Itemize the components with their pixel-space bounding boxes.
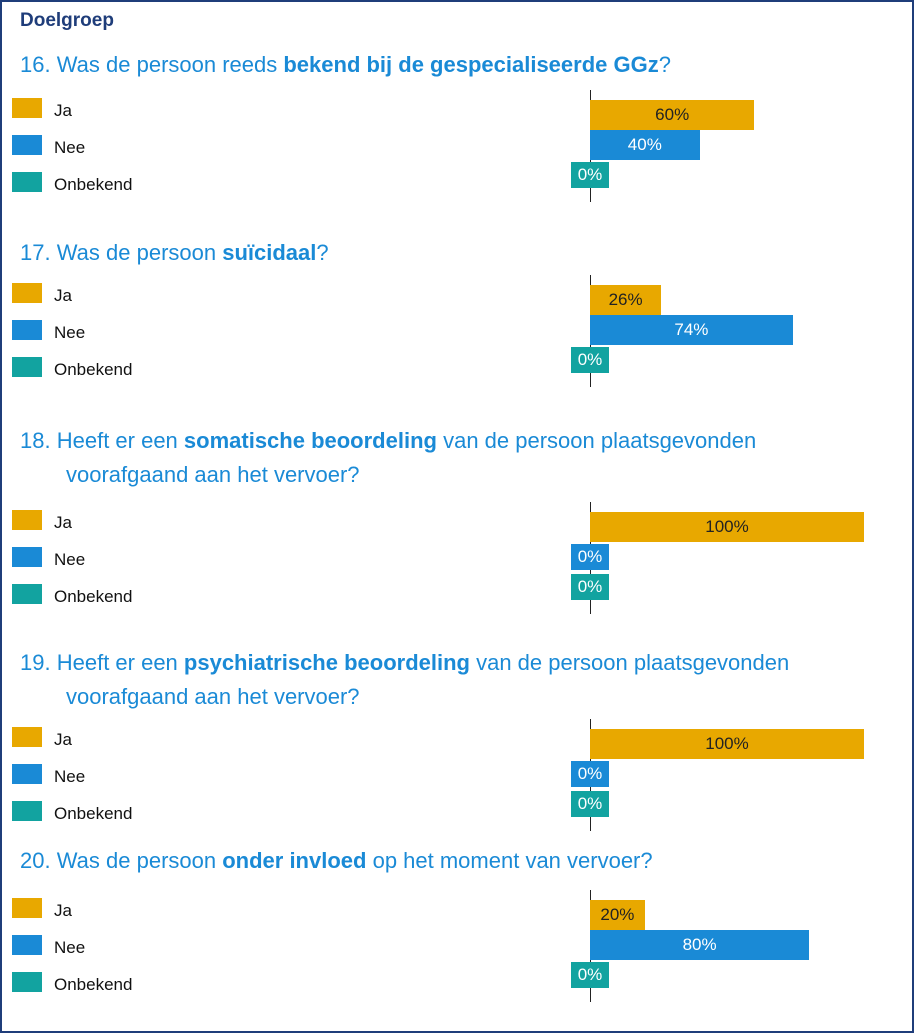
value-label: 0% <box>571 962 609 988</box>
question-text: psychiatrische beoordeling <box>183 650 470 675</box>
legend-label: Ja <box>54 901 72 920</box>
value-label: 60% <box>655 105 690 124</box>
legend-label: Ja <box>54 286 72 305</box>
bar <box>590 130 700 160</box>
value-label: 0% <box>571 347 609 373</box>
bar <box>590 900 645 930</box>
bar <box>590 512 864 542</box>
value-label: 74% <box>674 320 709 339</box>
question-text: ? <box>316 240 329 265</box>
question-text: onder invloed <box>222 848 367 873</box>
value-label: 20% <box>600 905 635 924</box>
legend-label: Ja <box>54 513 72 532</box>
bar <box>590 729 864 759</box>
legend-label: Nee <box>54 938 86 957</box>
legend-swatch <box>12 547 42 567</box>
legend-label: Nee <box>54 138 86 157</box>
value-label: 100% <box>705 734 749 753</box>
question: 18. Heeft er een somatische beoordeling … <box>20 424 846 492</box>
bar <box>590 315 793 345</box>
value-label: 26% <box>608 290 643 309</box>
legend-swatch <box>12 764 42 784</box>
legend-swatch <box>12 727 42 747</box>
legend-swatch <box>12 972 42 992</box>
question-text: op het moment van vervoer? <box>366 848 653 873</box>
question-number: 19. <box>20 650 51 675</box>
question-text: bekend bij de gespecialiseerde GGz <box>283 52 659 77</box>
question: 16. Was de persoon reeds bekend bij de g… <box>20 48 846 82</box>
bar <box>590 285 662 315</box>
legend-swatch <box>12 935 42 955</box>
question-text: suïcidaal <box>222 240 317 265</box>
legend-label: Nee <box>54 323 86 342</box>
value-label: 40% <box>627 135 662 154</box>
legend-label: Nee <box>54 767 86 786</box>
legend-swatch <box>12 801 42 821</box>
question-text: ? <box>658 52 671 77</box>
question-number: 17. <box>20 240 51 265</box>
question-text: van de persoon plaatsgevonden voorafgaan… <box>66 650 790 709</box>
question-text: Heeft er een <box>56 650 184 675</box>
legend-swatch <box>12 98 42 118</box>
value-label: 0% <box>571 162 609 188</box>
value-label: 80% <box>682 935 717 954</box>
question: 20. Was de persoon onder invloed op het … <box>20 844 846 878</box>
legend-label: Onbekend <box>54 360 133 379</box>
section-title: Doelgroep <box>20 10 114 31</box>
value-label: 0% <box>571 544 609 570</box>
value-label: 0% <box>571 761 609 787</box>
legend-label: Ja <box>54 101 72 120</box>
legend-swatch <box>12 172 42 192</box>
question-text: Heeft er een <box>56 428 184 453</box>
question-text: somatische beoordeling <box>183 428 437 453</box>
question-text: Was de persoon reeds <box>56 52 284 77</box>
legend-label: Onbekend <box>54 804 133 823</box>
question: 19. Heeft er een psychiatrische beoordel… <box>20 646 846 714</box>
question-number: 16. <box>20 52 51 77</box>
value-label: 0% <box>571 574 609 600</box>
bar <box>590 100 755 130</box>
legend-label: Nee <box>54 550 86 569</box>
value-label: 100% <box>705 517 749 536</box>
question-text: Was de persoon <box>56 848 223 873</box>
question-text: van de persoon plaatsgevonden voorafgaan… <box>66 428 757 487</box>
legend-swatch <box>12 320 42 340</box>
legend-swatch <box>12 584 42 604</box>
legend-label: Onbekend <box>54 587 133 606</box>
legend-label: Onbekend <box>54 175 133 194</box>
question-number: 20. <box>20 848 51 873</box>
legend-swatch <box>12 283 42 303</box>
value-label: 0% <box>571 791 609 817</box>
legend-swatch <box>12 510 42 530</box>
legend-label: Ja <box>54 730 72 749</box>
question-number: 18. <box>20 428 51 453</box>
legend-label: Onbekend <box>54 975 133 994</box>
question-text: Was de persoon <box>56 240 223 265</box>
legend-swatch <box>12 135 42 155</box>
legend-swatch <box>12 898 42 918</box>
legend-swatch <box>12 357 42 377</box>
bar <box>590 930 810 960</box>
question: 17. Was de persoon suïcidaal? <box>20 236 846 270</box>
